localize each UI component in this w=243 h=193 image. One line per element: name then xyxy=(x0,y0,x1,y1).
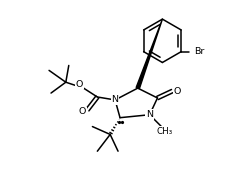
Text: O: O xyxy=(76,80,83,89)
Polygon shape xyxy=(136,19,162,89)
Text: O: O xyxy=(174,87,181,96)
Text: N: N xyxy=(146,110,153,119)
Text: Br: Br xyxy=(194,47,204,56)
Text: N: N xyxy=(112,96,119,104)
Text: O: O xyxy=(79,107,86,116)
Text: CH₃: CH₃ xyxy=(156,127,173,136)
